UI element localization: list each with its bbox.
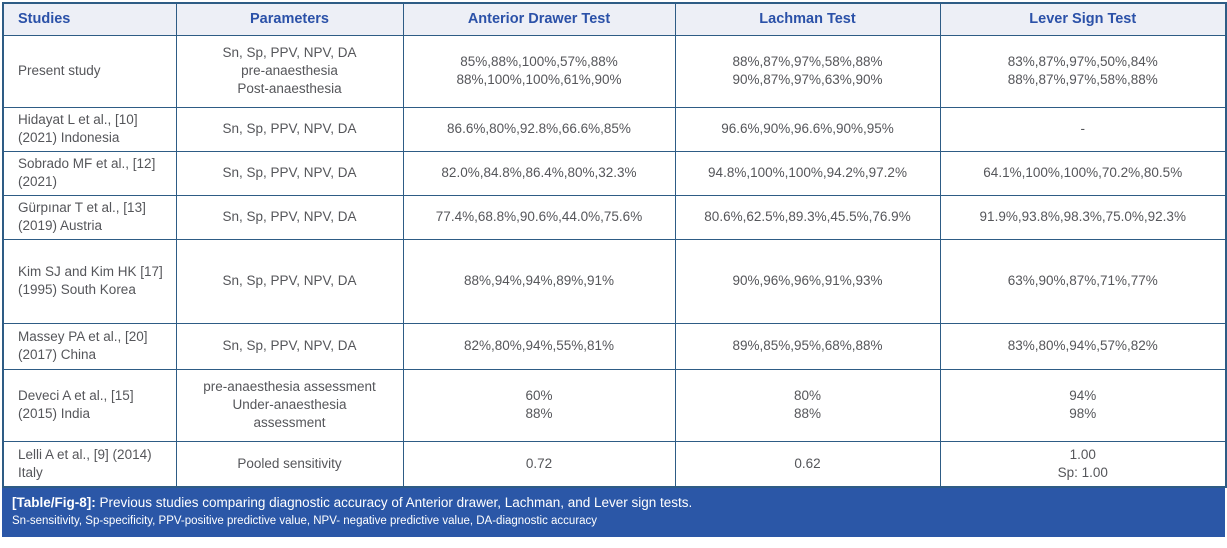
cell-study: Present study: [2, 34, 177, 108]
header-studies: Studies: [2, 2, 177, 36]
cell-study: Hidayat L et al., [10] (2021) Indonesia: [2, 106, 177, 152]
table-row: Massey PA et al., [20] (2017) China Sn, …: [2, 322, 1227, 370]
cell-parameters: Sn, Sp, PPV, NPV, DA: [175, 150, 404, 196]
cell-study: Kim SJ and Kim HK [17] (1995) South Kore…: [2, 238, 177, 324]
cell-parameters: Sn, Sp, PPV, NPV, DA: [175, 106, 404, 152]
caption-bar: [Table/Fig-8]: Previous studies comparin…: [2, 488, 1225, 538]
cell-study: Deveci A et al., [15] (2015) India: [2, 368, 177, 442]
table-row: Present study Sn, Sp, PPV, NPV, DA pre-a…: [2, 34, 1227, 108]
cell-anterior-drawer: 0.72: [402, 440, 676, 488]
cell-lachman: 90%,96%,96%,91%,93%: [674, 238, 941, 324]
cell-anterior-drawer: 88%,94%,94%,89%,91%: [402, 238, 676, 324]
cell-lachman: 96.6%,90%,96.6%,90%,95%: [674, 106, 941, 152]
header-anterior-drawer-test: Anterior Drawer Test: [402, 2, 676, 36]
cell-anterior-drawer: 82.0%,84.8%,86.4%,80%,32.3%: [402, 150, 676, 196]
table-row: Hidayat L et al., [10] (2021) Indonesia …: [2, 106, 1227, 152]
comparison-table: Studies Parameters Anterior Drawer Test …: [2, 2, 1227, 488]
table-row: Kim SJ and Kim HK [17] (1995) South Kore…: [2, 238, 1227, 324]
caption-text: Previous studies comparing diagnostic ac…: [95, 495, 693, 510]
cell-lever-sign: 64.1%,100%,100%,70.2%,80.5%: [939, 150, 1227, 196]
caption-legend: Sn-sensitivity, Sp-specificity, PPV-posi…: [12, 515, 598, 528]
cell-parameters: Pooled sensitivity: [175, 440, 404, 488]
cell-lever-sign: 91.9%,93.8%,98.3%,75.0%,92.3%: [939, 194, 1227, 240]
cell-lachman: 80.6%,62.5%,89.3%,45.5%,76.9%: [674, 194, 941, 240]
header-lever-sign-test: Lever Sign Test: [939, 2, 1227, 36]
cell-lachman: 89%,85%,95%,68%,88%: [674, 322, 941, 370]
cell-lever-sign: 94% 98%: [939, 368, 1227, 442]
cell-lachman: 88%,87%,97%,58%,88% 90%,87%,97%,63%,90%: [674, 34, 941, 108]
cell-parameters: Sn, Sp, PPV, NPV, DA: [175, 194, 404, 240]
cell-anterior-drawer: 77.4%,68.8%,90.6%,44.0%,75.6%: [402, 194, 676, 240]
cell-anterior-drawer: 82%,80%,94%,55%,81%: [402, 322, 676, 370]
cell-parameters: Sn, Sp, PPV, NPV, DA: [175, 322, 404, 370]
caption-label: [Table/Fig-8]:: [12, 495, 96, 510]
cell-study: Lelli A et al., [9] (2014) Italy: [2, 440, 177, 488]
table-row: Sobrado MF et al., [12] (2021) Sn, Sp, P…: [2, 150, 1227, 196]
cell-anterior-drawer: 60% 88%: [402, 368, 676, 442]
cell-lever-sign: 1.00 Sp: 1.00: [939, 440, 1227, 488]
cell-lachman: 0.62: [674, 440, 941, 488]
caption-title: [Table/Fig-8]: Previous studies comparin…: [12, 494, 1215, 512]
cell-anterior-drawer: 85%,88%,100%,57%,88% 88%,100%,100%,61%,9…: [402, 34, 676, 108]
table-row: Lelli A et al., [9] (2014) Italy Pooled …: [2, 440, 1227, 488]
table-row: Deveci A et al., [15] (2015) India pre-a…: [2, 368, 1227, 442]
header-row: Studies Parameters Anterior Drawer Test …: [2, 2, 1227, 36]
cell-lever-sign: -: [939, 106, 1227, 152]
cell-study: Massey PA et al., [20] (2017) China: [2, 322, 177, 370]
cell-lachman: 80% 88%: [674, 368, 941, 442]
header-parameters: Parameters: [175, 2, 404, 36]
cell-lever-sign: 83%,80%,94%,57%,82%: [939, 322, 1227, 370]
header-lachman-test: Lachman Test: [674, 2, 941, 36]
cell-parameters: Sn, Sp, PPV, NPV, DA pre-anaesthesia Pos…: [175, 34, 404, 108]
cell-parameters: Sn, Sp, PPV, NPV, DA: [175, 238, 404, 324]
cell-parameters: pre-anaesthesia assessment Under-anaesth…: [175, 368, 404, 442]
table-row: Gürpınar T et al., [13] (2019) Austria S…: [2, 194, 1227, 240]
cell-lever-sign: 63%,90%,87%,71%,77%: [939, 238, 1227, 324]
cell-study: Gürpınar T et al., [13] (2019) Austria: [2, 194, 177, 240]
cell-lever-sign: 83%,87%,97%,50%,84% 88%,87%,97%,58%,88%: [939, 34, 1227, 108]
cell-study: Sobrado MF et al., [12] (2021): [2, 150, 177, 196]
cell-anterior-drawer: 86.6%,80%,92.8%,66.6%,85%: [402, 106, 676, 152]
cell-lachman: 94.8%,100%,100%,94.2%,97.2%: [674, 150, 941, 196]
